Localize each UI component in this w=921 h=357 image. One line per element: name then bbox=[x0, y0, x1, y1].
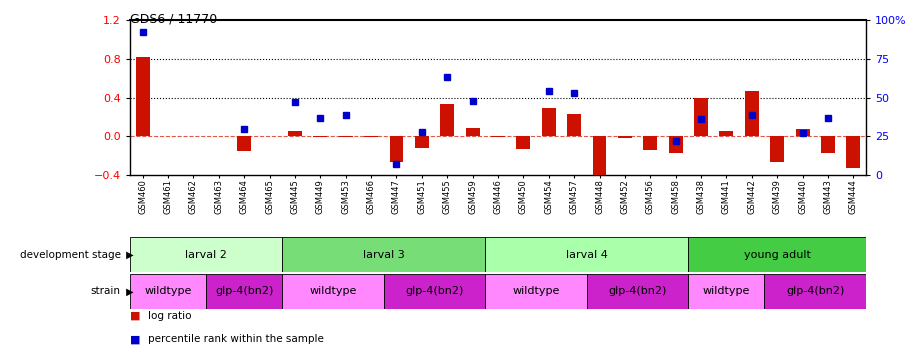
Bar bbox=[440, 104, 454, 136]
Bar bbox=[282, 274, 384, 309]
Bar bbox=[764, 274, 866, 309]
Bar bbox=[618, 136, 632, 138]
Text: percentile rank within the sample: percentile rank within the sample bbox=[148, 334, 324, 344]
Bar bbox=[135, 57, 150, 136]
Bar bbox=[384, 274, 485, 309]
Bar bbox=[466, 127, 480, 136]
Bar bbox=[282, 237, 485, 272]
Bar bbox=[364, 136, 379, 137]
Text: glp-4(bn2): glp-4(bn2) bbox=[215, 287, 274, 297]
Text: wildtype: wildtype bbox=[145, 287, 192, 297]
Bar bbox=[592, 136, 607, 182]
Text: larval 2: larval 2 bbox=[185, 250, 227, 260]
Bar bbox=[485, 274, 587, 309]
Bar bbox=[694, 99, 708, 136]
Bar bbox=[130, 237, 282, 272]
Bar bbox=[846, 136, 860, 168]
Bar bbox=[821, 136, 835, 153]
Bar bbox=[688, 237, 866, 272]
Text: young adult: young adult bbox=[744, 250, 810, 260]
Bar bbox=[643, 136, 658, 150]
Text: wildtype: wildtype bbox=[703, 287, 750, 297]
Bar bbox=[796, 130, 810, 136]
Bar bbox=[770, 136, 784, 162]
Bar bbox=[206, 274, 282, 309]
Text: development stage: development stage bbox=[19, 250, 121, 260]
Text: larval 3: larval 3 bbox=[363, 250, 404, 260]
Text: wildtype: wildtype bbox=[512, 287, 560, 297]
Bar bbox=[517, 136, 530, 149]
Bar bbox=[414, 136, 429, 148]
Bar bbox=[313, 136, 327, 137]
Bar bbox=[339, 136, 353, 137]
Text: glp-4(bn2): glp-4(bn2) bbox=[405, 287, 464, 297]
Bar bbox=[567, 114, 581, 136]
Text: larval 4: larval 4 bbox=[565, 250, 608, 260]
Text: wildtype: wildtype bbox=[309, 287, 356, 297]
Bar bbox=[288, 131, 302, 136]
Bar bbox=[745, 91, 759, 136]
Text: ▶: ▶ bbox=[122, 250, 134, 260]
Text: ▶: ▶ bbox=[122, 287, 134, 297]
Bar bbox=[485, 237, 688, 272]
Bar bbox=[390, 136, 403, 162]
Text: GDS6 / 11770: GDS6 / 11770 bbox=[130, 12, 217, 25]
Bar bbox=[491, 136, 505, 137]
Bar bbox=[719, 131, 733, 136]
Text: ■: ■ bbox=[130, 311, 141, 321]
Text: log ratio: log ratio bbox=[148, 311, 192, 321]
Bar bbox=[542, 108, 555, 136]
Bar bbox=[130, 274, 206, 309]
Text: ■: ■ bbox=[130, 334, 141, 344]
Text: glp-4(bn2): glp-4(bn2) bbox=[609, 287, 667, 297]
Bar bbox=[669, 136, 682, 153]
Bar bbox=[688, 274, 764, 309]
Text: strain: strain bbox=[91, 287, 121, 297]
Bar bbox=[587, 274, 688, 309]
Text: glp-4(bn2): glp-4(bn2) bbox=[786, 287, 845, 297]
Bar bbox=[238, 136, 251, 151]
